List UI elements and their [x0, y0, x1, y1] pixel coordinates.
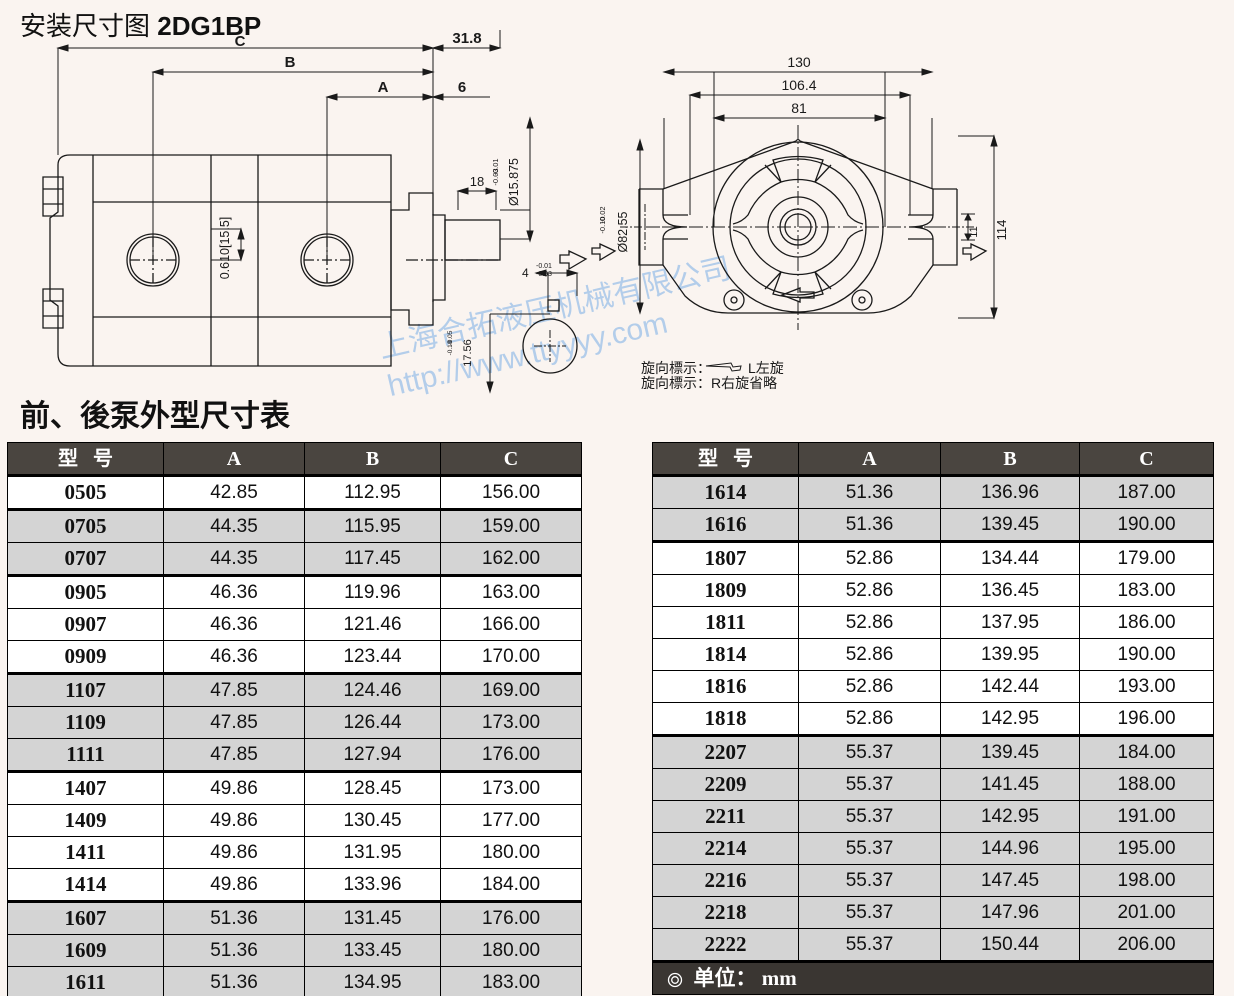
svg-text:81: 81 — [791, 100, 807, 116]
svg-text:-0.10: -0.10 — [447, 340, 454, 355]
svg-text:114: 114 — [994, 220, 1009, 241]
svg-text:-0.01: -0.01 — [536, 263, 552, 270]
svg-text:11: 11 — [968, 226, 980, 237]
svg-text:6: 6 — [458, 79, 466, 96]
svg-text:17.56: 17.56 — [462, 339, 474, 367]
svg-text:-0.03: -0.03 — [536, 271, 552, 278]
svg-text:Ø15.875: Ø15.875 — [507, 158, 521, 206]
svg-text:-0.10: -0.10 — [598, 216, 607, 233]
svg-text:106.4: 106.4 — [781, 77, 816, 93]
svg-text:B: B — [285, 54, 296, 71]
svg-text:A: A — [378, 79, 389, 96]
svg-text:Ø82.55: Ø82.55 — [616, 211, 630, 252]
svg-text:0.610[15.5]: 0.610[15.5] — [218, 217, 232, 280]
svg-text:4: 4 — [522, 266, 529, 280]
svg-text:130: 130 — [787, 54, 811, 70]
svg-text:旋向標示：: 旋向標示： — [641, 360, 711, 376]
svg-text:-0.03: -0.03 — [491, 168, 500, 185]
svg-text:C: C — [235, 33, 246, 50]
svg-text:旋向標示：R右旋省略: 旋向標示：R右旋省略 — [641, 375, 777, 391]
svg-text:L左旋: L左旋 — [748, 360, 784, 376]
svg-text:31.8: 31.8 — [452, 30, 481, 47]
svg-text:18: 18 — [470, 174, 484, 189]
